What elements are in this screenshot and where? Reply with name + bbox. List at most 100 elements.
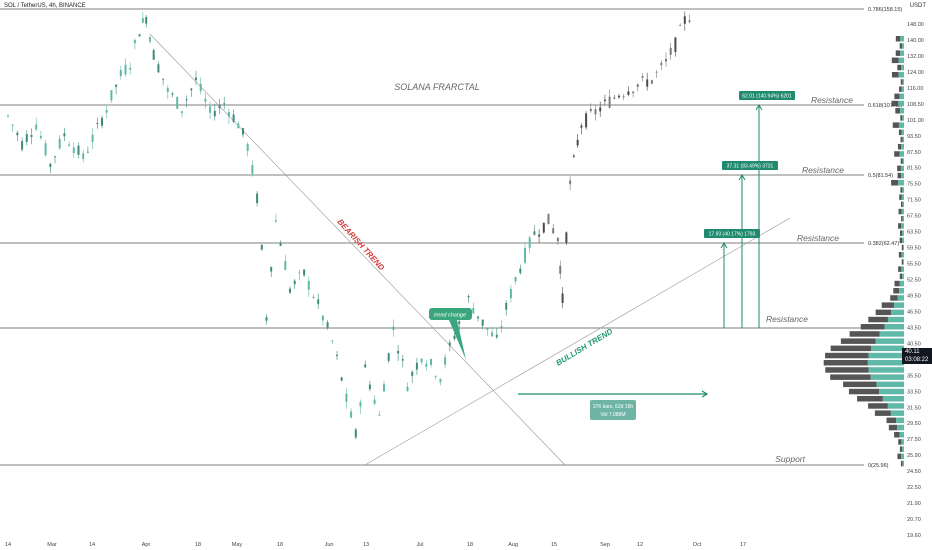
candle-body [651,80,653,84]
candle-body [350,412,352,418]
time-tick-label: Jun [325,542,334,548]
volume-bar-buy [876,338,904,344]
volume-bar-buy [880,331,904,337]
candle-body [275,220,277,221]
volume-bar-buy [903,259,904,265]
candle-body [327,322,329,327]
candle-body [219,104,221,108]
price-tick-label: 19.60 [907,533,921,539]
price-tick-label: 101.00 [907,118,924,124]
candle-body [195,77,197,79]
time-axis[interactable]: 14 Mar 14 Apr 18 May 18 Jun 13 Jul 18 Aug 15 Sep 12 Oct… [5,542,746,548]
fib-level-label: 0.382(62.47) [868,241,899,247]
price-tick-label: 132.00 [907,54,924,60]
measure-arrows: 62.01 (140.94%) 620137.31 (83.49%) 37311… [518,91,795,420]
volume-bar-buy [879,389,904,395]
measure-label: 62.01 (140.94%) 6201 [742,93,792,99]
volume-bar-buy [901,144,904,150]
volume-bar-sell [897,454,901,460]
candle-body [45,143,47,155]
candle-body [176,97,178,109]
volume-bar-buy [891,310,904,316]
candle-body [134,40,136,43]
fib-level-lines: 0.786(158.15)0.618(107.48)0.5(81.54)0.38… [0,7,902,469]
volume-bar-sell [825,353,868,359]
candle-body [82,153,84,159]
resistance-label: Resistance [802,165,844,175]
volume-bar-sell [882,302,894,308]
time-tick-label: Apr [142,542,151,548]
candle-body [345,394,347,402]
volume-bar-buy [903,216,904,222]
candle-body [416,363,418,370]
candle-body [247,144,249,151]
candle-body [458,321,460,324]
volume-bar-sell [887,418,897,424]
candle-body [515,277,517,281]
candle-body [237,123,239,128]
volume-bar-buy [902,187,904,193]
volume-bar-buy [901,166,904,172]
volume-bar-sell [900,230,902,236]
candle-body [261,245,263,250]
candle-body [186,99,188,100]
volume-bar-sell [894,151,899,157]
candle-body [336,355,338,356]
volume-bar-sell [900,274,902,280]
volume-bar-sell [896,36,900,42]
volume-bar-buy [901,65,904,71]
price-tick-label: 22.50 [907,485,921,491]
price-tick-label: 148.00 [907,22,924,28]
candle-body [435,376,437,377]
volume-bar-sell [899,252,902,258]
volume-bar-sell [901,461,903,467]
candle-body [609,97,611,108]
candle-body [204,99,206,102]
candle-body [233,115,235,123]
volume-bar-buy [903,79,904,85]
volume-bar-sell [861,324,885,330]
candle-body [439,379,441,382]
candle-body [425,364,427,367]
candle-body [106,110,108,113]
price-tick-label: 140.00 [907,38,924,44]
candle-body [627,91,629,95]
candle-body [125,65,127,75]
volume-bar-buy [902,130,904,136]
price-tick-label: 49.50 [907,293,921,299]
candle-body [21,141,23,150]
volume-bar-buy [902,238,904,244]
volume-bar-sell [900,115,902,121]
price-axis[interactable]: 148.00 140.00 132.00 124.00 116.00 108.50 101.… [907,22,924,539]
candle-body [59,139,61,149]
price-tick-label: 71.50 [907,198,921,204]
volume-bar-sell [825,367,868,373]
volume-bar-sell [876,310,892,316]
candle-body [68,145,70,146]
time-tick-label: 14 [89,542,95,548]
volume-bar-buy [900,151,904,157]
candle-body [200,84,202,91]
volume-bar-sell [895,108,900,114]
volume-bar-sell [892,58,899,64]
candle-body [313,297,315,298]
volume-bar-buy [885,324,904,330]
candle-body [157,64,159,72]
volume-bar-buy [902,274,904,280]
time-tick-label: 12 [637,542,643,548]
volume-bar-sell [894,94,899,100]
volume-bar-buy [901,223,904,229]
candle-body [251,165,253,174]
candle-body [689,20,691,22]
volume-bar-sell [841,338,876,344]
candle-body [569,180,571,184]
volume-bar-sell [900,238,902,244]
volume-bar-buy [900,281,904,287]
volume-bar-sell [857,396,883,402]
candle-body [360,402,362,407]
price-tick-label: 108.50 [907,102,924,108]
range-box-line2: Vol 7.088M [600,412,625,418]
candle-body [496,335,498,337]
volume-bar-sell [893,122,899,128]
